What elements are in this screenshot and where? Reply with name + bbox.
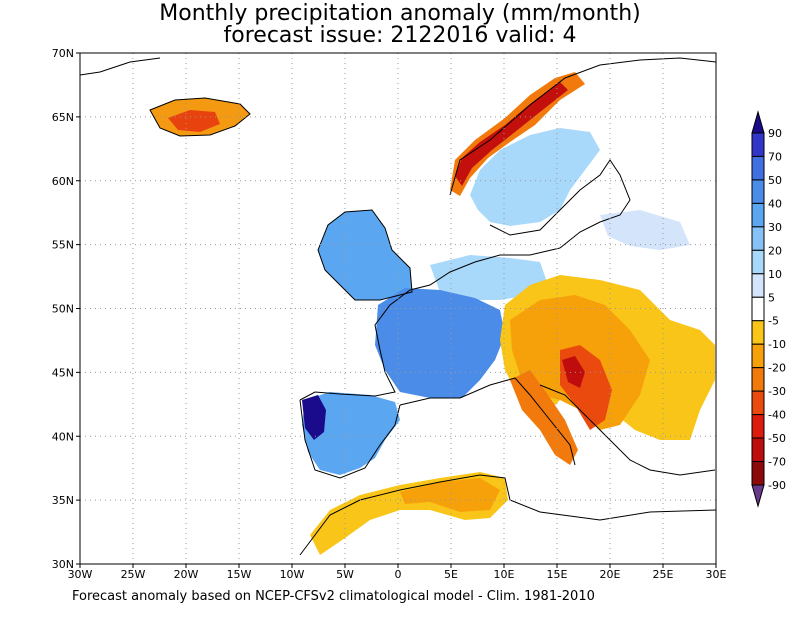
legend-swatch [751, 202, 765, 228]
greenland-coastline [79, 57, 161, 76]
legend-swatch [751, 155, 765, 181]
map-title-line1: Monthly precipitation anomaly (mm/month) [159, 1, 641, 26]
legend-min-arrow [751, 484, 765, 508]
legend-label: -90 [768, 479, 786, 492]
france-wet-anomaly [375, 288, 505, 398]
x-tick-label: 10E [494, 568, 515, 581]
x-tick-label: 30W [68, 568, 93, 581]
italy-dry-anomaly [510, 370, 578, 465]
y-tick-label: 35N [52, 494, 74, 507]
x-tick-label: 15W [227, 568, 252, 581]
iberia-wet-anomaly [302, 392, 400, 475]
scandinavia-wet-anomaly [470, 128, 600, 226]
y-tick-label: 45N [52, 366, 74, 379]
legend-label: -30 [768, 385, 786, 398]
north-africa-coastline [299, 474, 717, 556]
legend-label: -10 [768, 338, 786, 351]
continental-coastline [299, 247, 561, 401]
legend-swatch [751, 132, 765, 157]
nw-iberia-strong-wet [302, 395, 326, 440]
y-tick-label: 50N [52, 303, 74, 316]
legend-label: -50 [768, 432, 786, 445]
balkans-coastline [539, 384, 716, 476]
legend-swatch [751, 437, 765, 463]
legend-swatch [751, 320, 765, 345]
legend-swatch [751, 343, 765, 369]
legend-max-arrow [751, 110, 765, 134]
coastlines [79, 57, 717, 556]
legend-swatch [751, 249, 765, 275]
latitude-axis: 30N 35N 40N 45N 50N 55N 60N 65N 70N [52, 47, 80, 571]
x-tick-label: 25E [653, 568, 674, 581]
y-tick-label: 40N [52, 430, 74, 443]
legend-swatch [751, 461, 765, 486]
footer-note: Forecast anomaly based on NCEP-CFSv2 cli… [72, 589, 595, 604]
color-legend: 90 70 50 40 30 20 10 5 -5 -10 -20 -30 -40 -50 -70 -90 [751, 110, 786, 508]
x-tick-label: 30E [706, 568, 727, 581]
legend-label: 10 [768, 268, 782, 281]
y-tick-label: 70N [52, 47, 74, 60]
y-tick-label: 30N [52, 558, 74, 571]
x-tick-label: 25W [121, 568, 146, 581]
british-isles-wet-anomaly [318, 210, 412, 300]
x-tick-label: 15E [547, 568, 568, 581]
x-tick-label: 20E [600, 568, 621, 581]
scandinavia-coastline [449, 57, 717, 196]
legend-swatch [751, 226, 765, 251]
legend-swatch [751, 390, 765, 416]
legend-label: 70 [768, 150, 782, 163]
iberia-coastline [299, 399, 401, 479]
legend-swatch [751, 179, 765, 204]
y-tick-label: 65N [52, 111, 74, 124]
legend-label: 20 [768, 244, 782, 257]
legend-swatch [751, 367, 765, 392]
mediterranean-coastline [399, 377, 576, 466]
iceland-coastline [149, 97, 251, 137]
x-tick-label: 0 [395, 568, 402, 581]
adriatic-very-strong-dry [562, 356, 585, 388]
legend-swatch [751, 273, 765, 298]
algeria-strong-dry [400, 478, 500, 512]
legend-label: -40 [768, 409, 786, 422]
legend-label: 50 [768, 174, 782, 187]
map-title-line2: forecast issue: 2122016 valid: 4 [223, 23, 577, 48]
graticule [80, 53, 716, 564]
longitude-axis: 30W 25W 20W 15W 10W 5W 0 5E 10E 15E 20E 25E 30E [68, 564, 727, 581]
legend-label: 40 [768, 197, 782, 210]
x-tick-label: 5E [444, 568, 458, 581]
y-tick-label: 55N [52, 239, 74, 252]
baltic-coastline [489, 159, 631, 249]
norway-strong-dry [455, 82, 568, 186]
iceland-strong-dry [168, 110, 220, 132]
baltic-wet-anomaly [600, 210, 690, 250]
x-tick-label: 20W [174, 568, 199, 581]
legend-swatch [751, 414, 765, 439]
legend-swatch [751, 296, 765, 322]
british-isles-coastline [317, 209, 413, 301]
y-tick-label: 60N [52, 175, 74, 188]
x-tick-label: 5W [336, 568, 354, 581]
north-germany-wet-anomaly [430, 255, 548, 300]
x-tick-label: 10W [280, 568, 305, 581]
legend-label: -5 [768, 315, 779, 328]
legend-label: 90 [768, 127, 782, 140]
legend-label: -70 [768, 456, 786, 469]
legend-label: 5 [768, 291, 775, 304]
legend-label: -20 [768, 362, 786, 375]
legend-label: 30 [768, 221, 782, 234]
